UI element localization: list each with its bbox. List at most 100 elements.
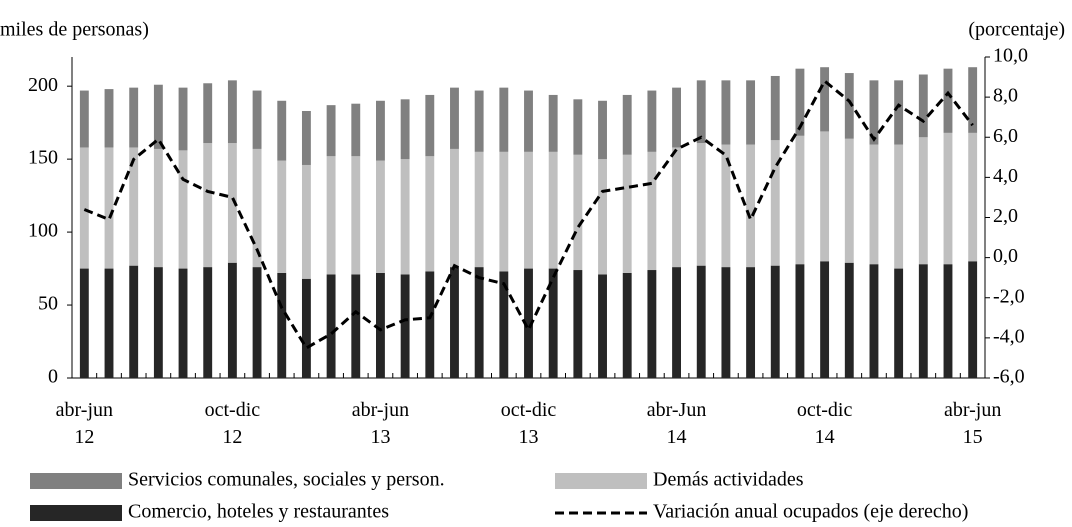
x-tick-label: oct-dic 12 (204, 399, 261, 448)
bar-segment (79, 90, 89, 148)
y2-tick-label: 0,0 (993, 245, 1018, 267)
legend-swatch (30, 505, 122, 521)
x-tick-label: abr-jun 12 (55, 399, 113, 448)
bar-segment (573, 154, 583, 271)
bar-segment (227, 80, 237, 144)
bar-segment (820, 67, 830, 132)
bar-segment (129, 147, 139, 266)
bar-segment (647, 151, 657, 271)
bar-segment (129, 87, 139, 148)
y-tick-label: 50 (38, 293, 58, 315)
bar-segment (968, 67, 978, 133)
bar-segment (351, 156, 361, 275)
y2-axis-label: (porcentaje) (968, 19, 1065, 41)
bar-segment (104, 268, 114, 378)
bar-segment (203, 83, 213, 144)
bar-segment (622, 272, 632, 378)
bar-segment (499, 151, 509, 272)
bar-segment (178, 150, 188, 269)
bar-segment (548, 94, 558, 152)
y-tick-label: 150 (28, 147, 58, 169)
bar-segment (326, 156, 336, 275)
bar-segment (548, 268, 558, 378)
bar-segment (104, 147, 114, 269)
bar-segment (227, 143, 237, 263)
bar-segment (770, 265, 780, 378)
bar-segment (647, 90, 657, 152)
y2-tick-label: -4,0 (993, 325, 1025, 347)
bar-segment (301, 164, 311, 279)
bar-segment (524, 151, 533, 269)
bar-segment (696, 265, 706, 378)
y2-tick-label: -2,0 (993, 285, 1025, 307)
bar-segment (252, 148, 262, 268)
x-tick-label: abr-jun 13 (351, 399, 410, 448)
bar-segment (746, 144, 756, 268)
bar-segment (252, 90, 262, 149)
bar-segment (968, 261, 978, 378)
bar-segment (598, 100, 607, 160)
y-tick-label: 0 (48, 366, 58, 388)
bar-segment (400, 274, 410, 378)
bar-segment (844, 138, 854, 263)
bar-segment (129, 265, 139, 378)
y2-tick-label: 6,0 (993, 125, 1018, 147)
bar-segment (869, 264, 879, 378)
bar-segment (746, 80, 756, 145)
y2-tick-label: -6,0 (993, 366, 1025, 388)
y2-tick-label: 8,0 (993, 85, 1018, 107)
bar-segment (548, 151, 558, 269)
bar-segment (376, 160, 385, 273)
bar-segment (622, 94, 632, 155)
bar-segment (770, 140, 780, 266)
bar-segment (227, 262, 237, 378)
bar-segment (400, 159, 410, 275)
bar-segment (795, 68, 805, 136)
bar-segment (153, 267, 163, 378)
bar-segment (968, 132, 978, 262)
legend-label: Comercio, hoteles y restaurantes (128, 501, 389, 523)
bar-segment (474, 267, 484, 378)
bar-segment (351, 274, 361, 378)
x-tick-label: oct-dic 13 (500, 399, 557, 448)
bar-segment (326, 105, 336, 157)
bar-segment (598, 274, 607, 378)
bar-segment (943, 132, 953, 265)
bar-segment (721, 80, 731, 145)
bar-segment (277, 100, 287, 161)
bar-segment (696, 80, 706, 144)
bar-segment (820, 131, 830, 262)
bar-segment (647, 270, 657, 378)
bar-segment (499, 87, 509, 152)
bar-segment (301, 278, 311, 378)
bar-segment (178, 268, 188, 378)
legend-label: Variación anual ocupados (eje derecho) (653, 501, 968, 523)
bar-segment (79, 147, 89, 269)
y-tick-label: 200 (28, 74, 58, 96)
y2-tick-label: 4,0 (993, 165, 1018, 187)
bar-segment (153, 84, 163, 149)
bar-segment (153, 148, 163, 268)
y-axis-label: miles de personas) (0, 19, 149, 41)
bar-segment (252, 267, 262, 378)
bar-segment (721, 267, 731, 378)
bar-segment (524, 268, 533, 378)
bar-segment (943, 68, 953, 133)
bar-segment (844, 73, 854, 139)
bar-segment (918, 264, 928, 378)
bar-segment (844, 262, 854, 378)
bar-segment (277, 160, 287, 273)
x-tick-label: abr-Jun 14 (646, 399, 707, 448)
bar-segment (672, 87, 681, 148)
bar-segment (524, 90, 533, 152)
legend-label: Demás actividades (653, 469, 804, 491)
bar-segment (450, 87, 459, 149)
bar-segment (622, 154, 632, 273)
bar-segment (770, 75, 780, 141)
bar-segment (894, 80, 904, 145)
bar-segment (894, 144, 904, 269)
legend-label: Servicios comunales, sociales y person. (128, 469, 445, 491)
bar-segment (573, 99, 583, 155)
bar-segment (450, 148, 459, 268)
